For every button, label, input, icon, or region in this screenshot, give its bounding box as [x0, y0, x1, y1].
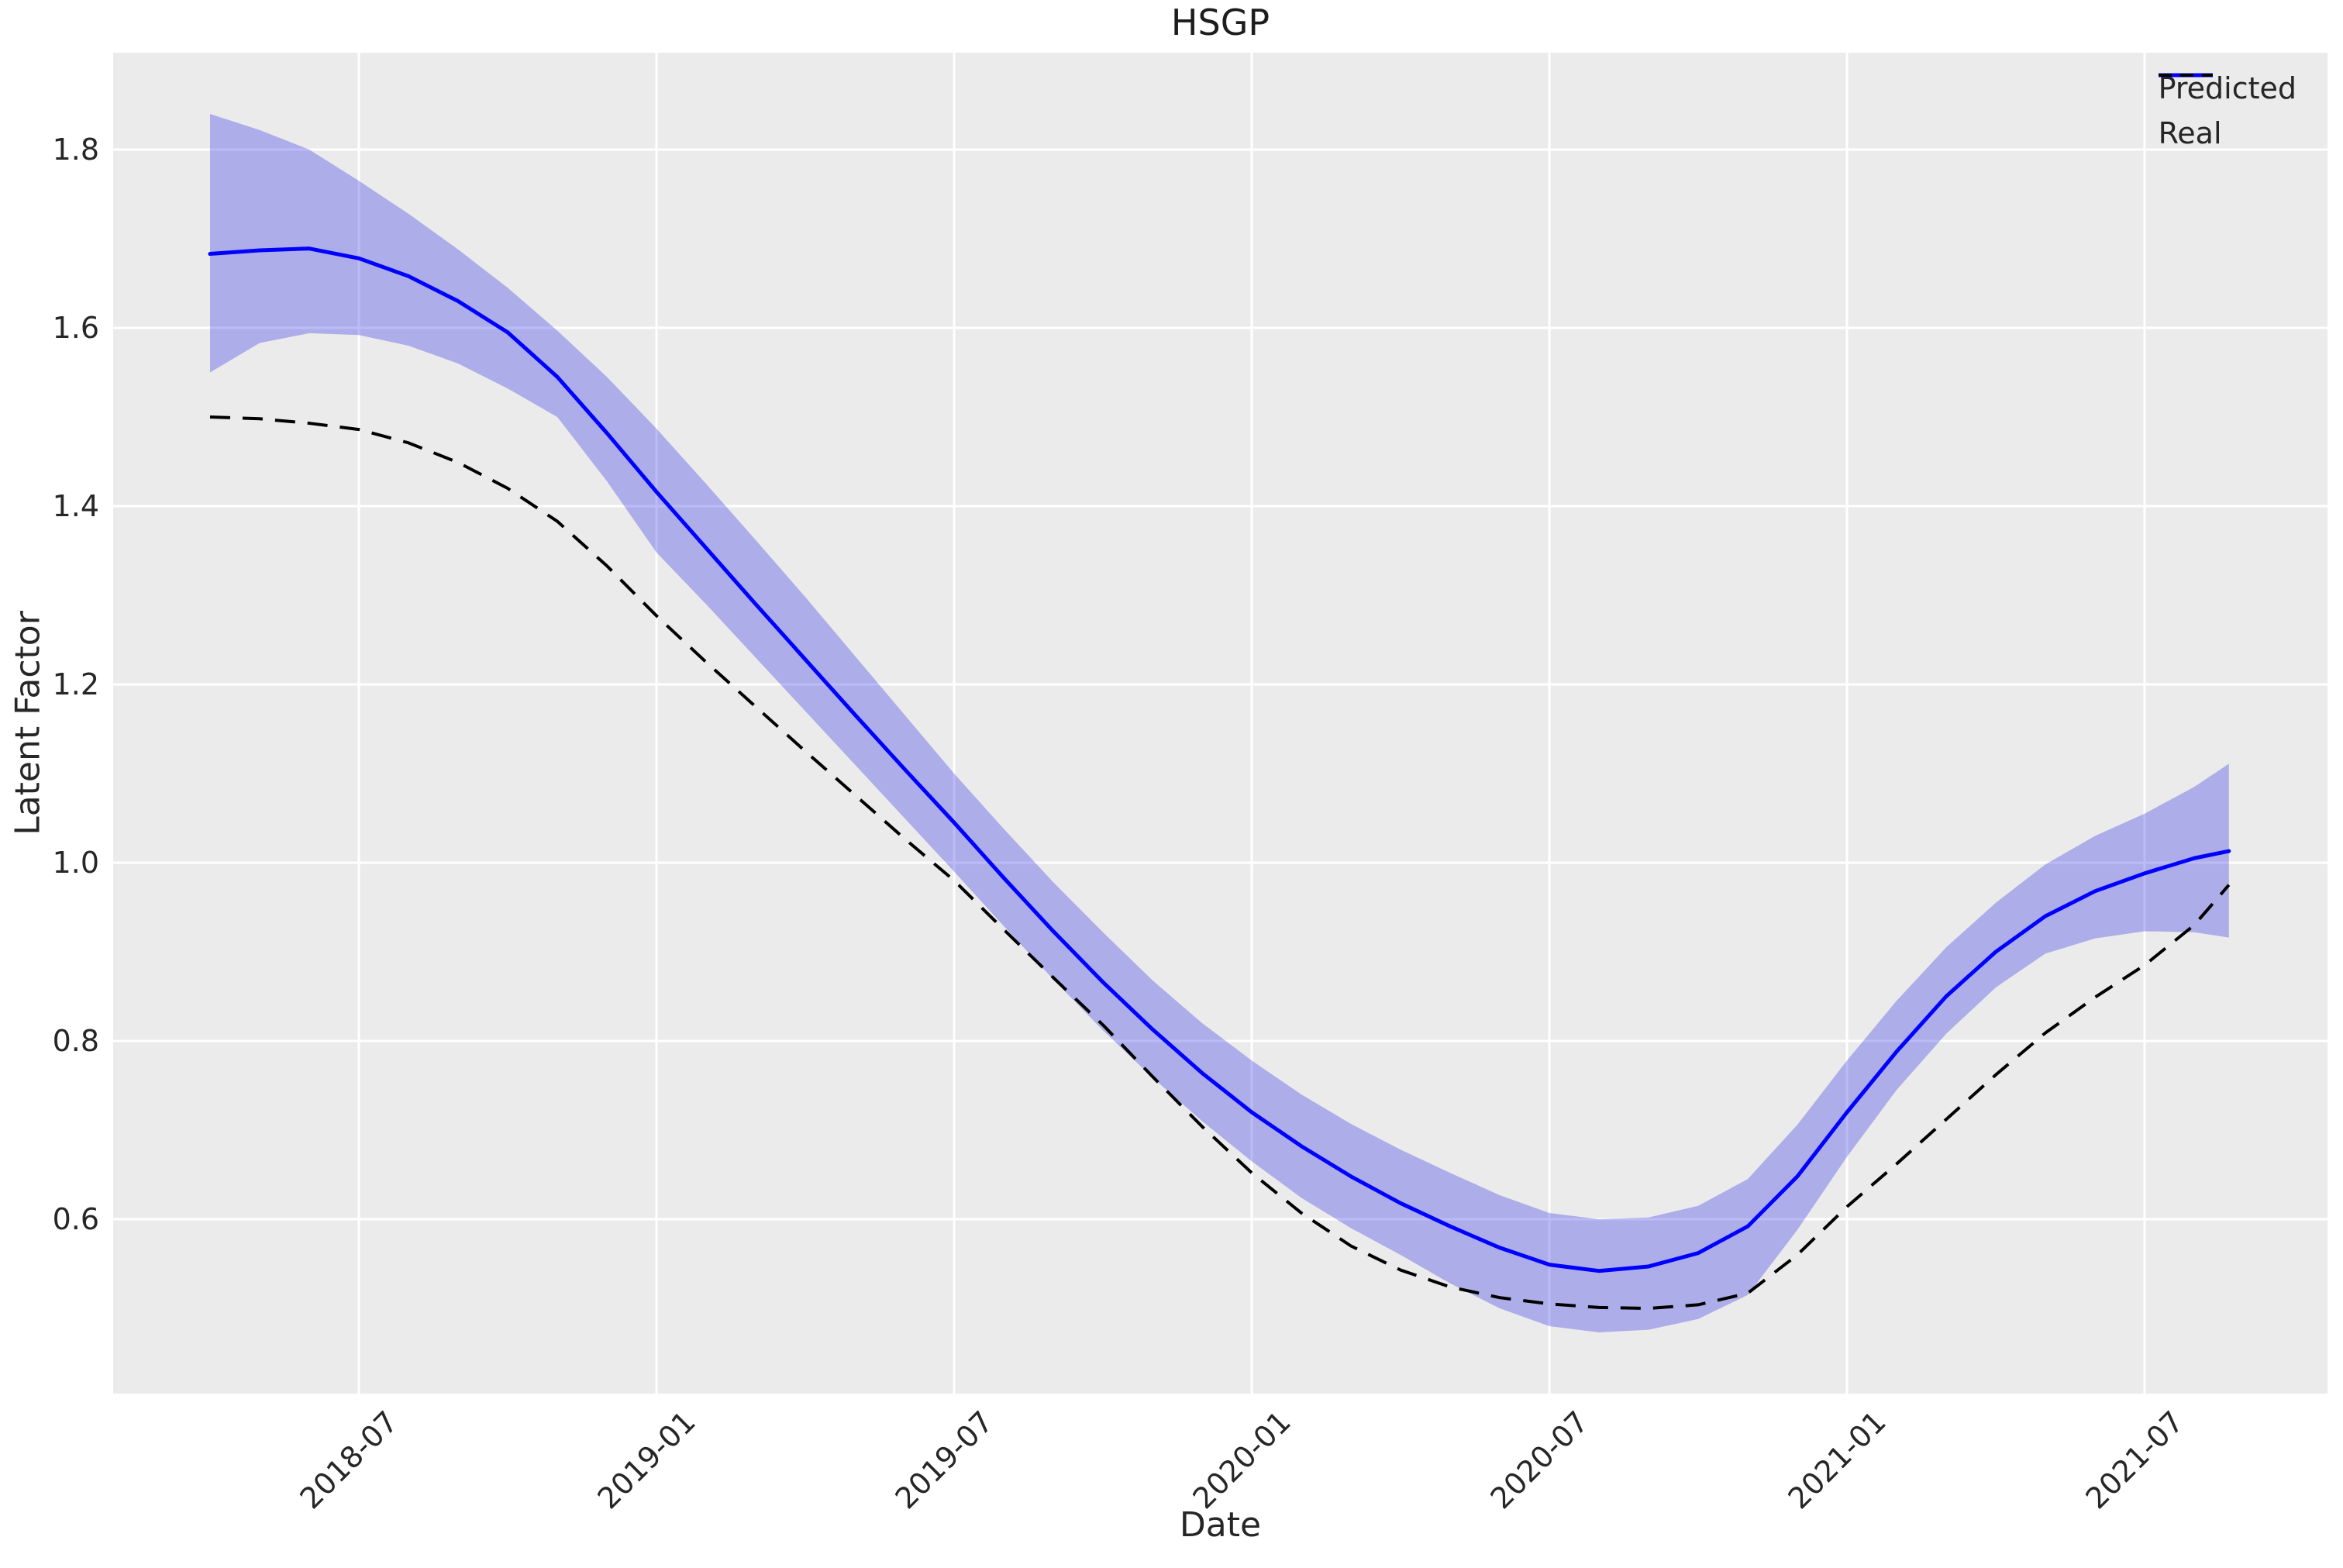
y-tick-label: 0.8 [52, 1024, 99, 1058]
predicted-line [208, 246, 2231, 1273]
y-tick-label: 0.6 [52, 1202, 99, 1236]
x-tick-label: 2019-01 [591, 1404, 703, 1516]
x-tick-label: 2019-07 [888, 1404, 1001, 1516]
real-line [209, 415, 2231, 1310]
y-axis-label: Latent Factor [8, 611, 48, 836]
y-tick-label: 1.2 [52, 667, 99, 701]
legend-label-real: Real [2158, 116, 2222, 150]
x-tick-label: 2020-01 [1186, 1404, 1298, 1516]
real-dashed-line-icon [2158, 74, 2213, 77]
plot-canvas [113, 53, 2327, 1394]
x-tick-label: 2020-07 [1483, 1404, 1596, 1516]
x-tick-label: 2021-01 [1781, 1404, 1893, 1516]
chart-title: HSGP [1170, 2, 1270, 43]
y-tick-label: 1.8 [52, 133, 99, 167]
y-tick-label: 1.6 [52, 311, 99, 345]
confidence-band [210, 114, 2229, 1333]
x-tick-label: 2018-07 [293, 1404, 405, 1516]
plot-area: Predicted Real [113, 53, 2327, 1394]
x-axis-label: Date [1179, 1505, 1262, 1545]
y-tick-label: 1.4 [52, 489, 99, 523]
legend: Predicted Real [2158, 71, 2296, 150]
y-tick-label: 1.0 [52, 846, 99, 880]
legend-item-real: Real [2158, 74, 2296, 150]
x-tick-label: 2021-07 [2079, 1404, 2191, 1516]
